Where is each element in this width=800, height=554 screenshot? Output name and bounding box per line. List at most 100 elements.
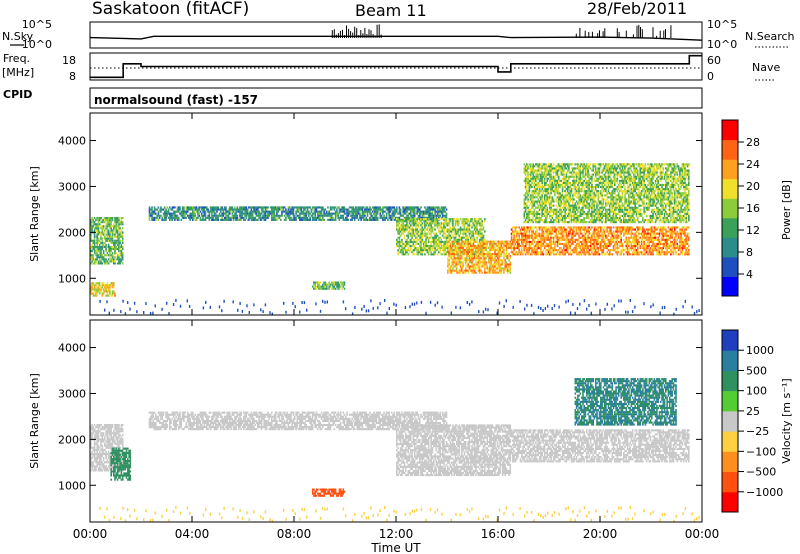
- scatter-cell: [422, 234, 425, 237]
- scatter-cell: [346, 218, 348, 221]
- scatter-cell: [506, 267, 509, 270]
- scatter-cell: [611, 249, 614, 252]
- scatter-cell: [647, 245, 649, 248]
- scatter-cell: [305, 206, 308, 209]
- scatter-cell: [225, 214, 227, 217]
- scatter-cell: [586, 232, 588, 235]
- scatter-cell: [566, 251, 569, 254]
- scatter-cell: [425, 220, 427, 223]
- scatter-cell: [449, 257, 452, 260]
- scatter-cell: [464, 267, 467, 270]
- scatter-cell: [209, 206, 212, 209]
- scatter-cell: [522, 234, 524, 237]
- scatter-cell: [475, 267, 477, 270]
- scatter-cell: [408, 251, 411, 254]
- scatter-cell: [462, 271, 464, 274]
- scatter-cell: [225, 210, 227, 213]
- scatter-cell: [675, 232, 677, 235]
- scatter-cell: [96, 235, 98, 238]
- scatter-cell: [105, 227, 107, 230]
- scatter-cell: [420, 240, 422, 243]
- scatter-cell: [348, 212, 351, 215]
- scatter-cell: [402, 224, 404, 227]
- scatter-cell: [120, 235, 123, 238]
- scatter-cell: [436, 212, 439, 215]
- scatter-cell: [535, 234, 537, 237]
- scatter-cell: [601, 232, 603, 235]
- scatter-cell: [413, 218, 416, 221]
- scatter-cell: [464, 271, 467, 274]
- scatter-cell: [291, 210, 293, 213]
- scatter-cell: [105, 219, 107, 222]
- scatter-cell: [503, 257, 505, 260]
- scatter-cell: [533, 208, 536, 211]
- scatter-cell: [198, 214, 200, 217]
- scatter-cell: [547, 232, 550, 235]
- scatter-cell: [109, 221, 111, 224]
- scatter-cell: [615, 247, 617, 250]
- scatter-cell: [521, 228, 523, 231]
- scatter-cell: [482, 240, 485, 243]
- scatter-cell: [105, 290, 107, 293]
- scatter-cell: [356, 208, 359, 211]
- scatter-cell: [556, 226, 559, 229]
- scatter-cell: [327, 210, 329, 213]
- scatter-cell: [158, 214, 161, 217]
- scatter-cell: [532, 198, 534, 201]
- scatter-cell: [490, 257, 492, 260]
- scatter-cell: [453, 259, 455, 262]
- scatter-cell: [421, 228, 424, 231]
- scatter-cell: [100, 250, 102, 253]
- scatter-cell: [639, 232, 642, 235]
- scatter-cell: [185, 210, 188, 213]
- scatter-cell: [504, 240, 506, 243]
- scatter-cell: [119, 235, 121, 238]
- scatter-cell: [513, 232, 515, 235]
- scatter-cell: [597, 238, 600, 241]
- scatter-cell: [608, 232, 611, 235]
- scatter-cell: [383, 218, 385, 221]
- scatter-cell: [518, 234, 520, 237]
- scatter-cell: [484, 271, 486, 274]
- scatter-cell: [533, 165, 536, 168]
- scatter-cell: [503, 240, 505, 243]
- scatter-cell: [620, 249, 622, 252]
- scatter-cell: [630, 230, 633, 233]
- scatter-cell: [406, 214, 408, 217]
- scatter-cell: [102, 282, 105, 285]
- scatter-cell: [415, 206, 417, 209]
- scatter-cell: [529, 167, 532, 170]
- scatter-cell: [102, 284, 105, 287]
- scatter-cell: [597, 236, 600, 239]
- scatter-cell: [419, 247, 421, 250]
- scatter-cell: [100, 231, 102, 234]
- scatter-cell: [620, 245, 622, 248]
- scatter-cell: [589, 240, 592, 243]
- scatter-cell: [478, 247, 481, 250]
- scatter-cell: [394, 212, 397, 215]
- scatter-cell: [444, 245, 447, 248]
- scatter-cell: [472, 238, 475, 241]
- scatter-cell: [306, 212, 309, 215]
- scatter-cell: [527, 183, 529, 186]
- scatter-cell: [93, 221, 96, 224]
- scatter-cell: [421, 251, 424, 254]
- scatter-cell: [408, 218, 411, 221]
- scatter-cell: [515, 234, 518, 237]
- scatter-cell: [666, 242, 668, 245]
- scatter-cell: [489, 269, 491, 272]
- scatter-cell: [100, 262, 102, 265]
- scatter-cell: [193, 214, 195, 217]
- scatter-cell: [662, 253, 665, 256]
- scatter-cell: [466, 261, 468, 264]
- scatter-cell: [216, 216, 218, 219]
- scatter-cell: [257, 208, 259, 211]
- scatter-cell: [468, 224, 471, 227]
- scatter-cell: [564, 228, 566, 231]
- scatter-cell: [517, 247, 519, 250]
- scatter-cell: [486, 253, 489, 256]
- scatter-cell: [503, 251, 505, 254]
- scatter-cell: [533, 177, 536, 180]
- scatter-cell: [494, 257, 496, 260]
- scatter-cell: [496, 244, 499, 247]
